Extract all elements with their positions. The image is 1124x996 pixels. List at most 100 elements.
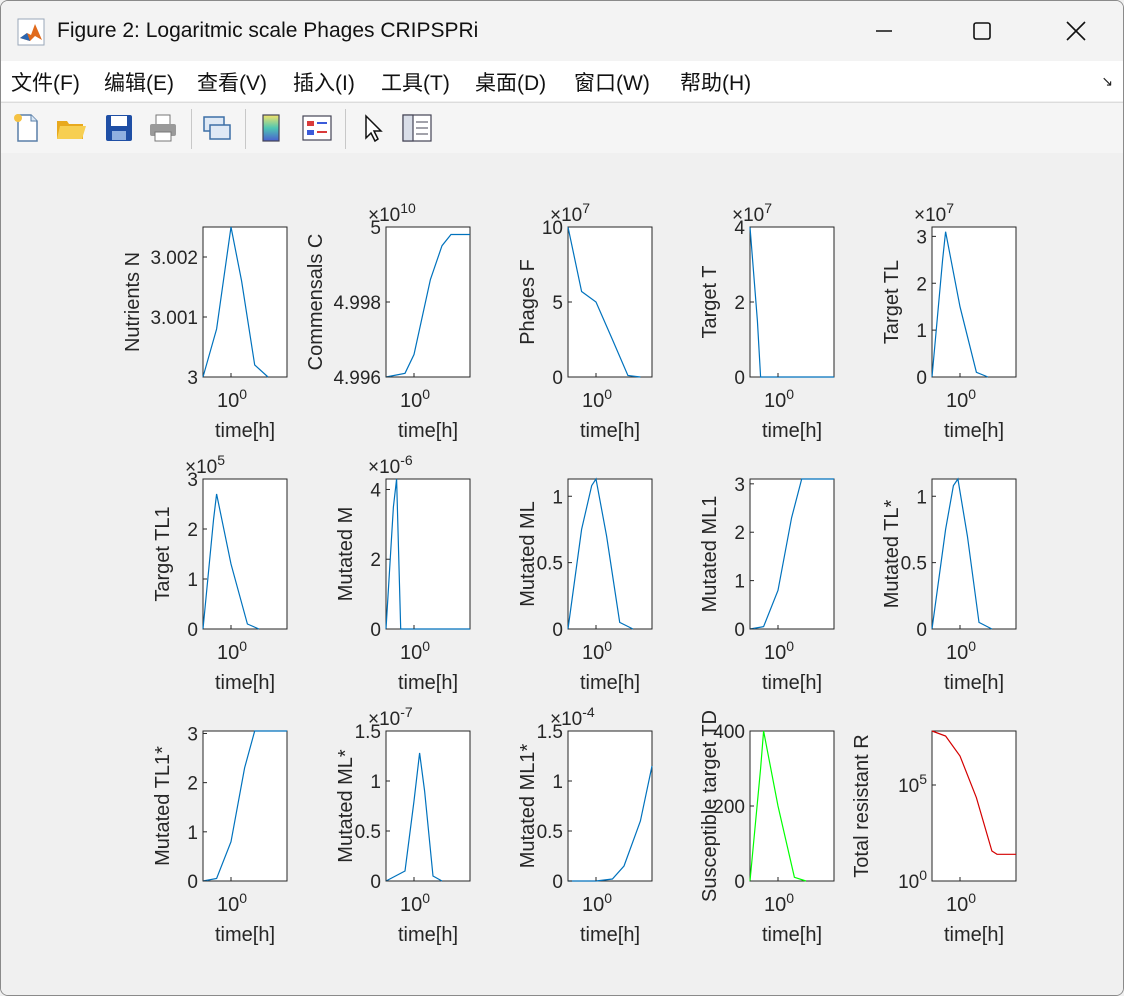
subplot-13: 100 0 0.5 1 1.5×10-4 time[h] Mutated ML1* (517, 704, 653, 946)
property-editor-icon[interactable] (401, 112, 433, 144)
y-tick-label: 0 (734, 620, 745, 641)
toolbar-separator (191, 109, 192, 149)
y-tick-label: 1.5 (537, 722, 563, 743)
y-axis-label: Target TL1 (152, 506, 174, 601)
legend-icon[interactable] (301, 112, 333, 144)
axis-exponent: ×107 (732, 200, 772, 226)
y-axis-label: Nutrients N (122, 252, 144, 352)
x-tick-label: 100 (400, 386, 430, 412)
x-axis-label: time[h] (215, 924, 275, 946)
subplot-7: 100 0 2 4×10-6 time[h] Mutated M (335, 452, 471, 694)
axes-box (567, 730, 653, 882)
minimize-icon (876, 30, 892, 32)
y-axis-label: Mutated ML1* (517, 744, 539, 869)
minimize-button[interactable] (861, 11, 907, 51)
y-tick-label: 0.5 (355, 822, 381, 843)
y-tick-label: 1 (916, 321, 927, 342)
pointer-icon[interactable] (357, 112, 389, 144)
y-axis-label: Mutated ML (517, 501, 539, 607)
colorbar-icon[interactable] (255, 112, 287, 144)
y-tick-label: 2 (187, 520, 198, 541)
y-tick-label: 3 (734, 475, 745, 496)
subplot-8: 100 0 0.5 1 time[h] Mutated ML (517, 477, 653, 694)
y-tick-label: 1 (552, 772, 563, 793)
x-tick-label: 100 (400, 638, 430, 664)
axis-exponent: ×105 (185, 452, 225, 478)
x-axis-label: time[h] (580, 924, 640, 946)
title-bar[interactable]: Figure 2: Logaritmic scale Phages CRIPSP… (1, 1, 1123, 61)
y-tick-label: 0 (734, 872, 745, 893)
series-line (568, 765, 653, 882)
x-tick-label: 100 (400, 890, 430, 916)
y-tick-label: 0 (734, 368, 745, 389)
y-tick-label: 4.998 (333, 293, 381, 314)
save-icon[interactable] (103, 112, 135, 144)
x-axis-label: time[h] (944, 420, 1004, 442)
axes-box (385, 226, 471, 378)
series-line (567, 226, 641, 378)
menu-window[interactable]: 窗口(W) (574, 72, 650, 95)
y-tick-label: 10 (542, 218, 563, 239)
y-tick-label: 0 (187, 872, 198, 893)
link-plot-icon[interactable] (201, 112, 233, 144)
x-tick-label: 100 (217, 638, 247, 664)
x-axis-label: time[h] (398, 672, 458, 694)
y-tick-label: 2 (916, 274, 927, 295)
menu-view[interactable]: 查看(V) (197, 72, 267, 95)
toolbar (1, 102, 1123, 154)
dock-arrow-icon[interactable]: ↘ (1101, 73, 1113, 89)
menu-desktop[interactable]: 桌面(D) (475, 72, 547, 95)
y-tick-label: 100 (898, 867, 927, 893)
close-button[interactable] (1053, 11, 1099, 51)
subplot-10: 100 0 0.5 1 time[h] Mutated TL* (881, 477, 1017, 694)
open-folder-icon[interactable] (55, 112, 87, 144)
axes-box (931, 730, 1017, 882)
axes-box (202, 730, 288, 882)
subplot-6: 100 0 1 2 3×105 time[h] Target TL1 (152, 452, 288, 694)
x-axis-label: time[h] (762, 420, 822, 442)
axis-exponent: ×10-4 (550, 704, 595, 730)
series-line (749, 730, 807, 882)
y-tick-label: 3.001 (150, 308, 198, 329)
menu-insert[interactable]: 插入(I) (293, 72, 355, 95)
y-tick-label: 0.5 (901, 554, 927, 575)
x-tick-label: 100 (217, 890, 247, 916)
y-tick-label: 3.002 (150, 248, 198, 269)
axes-box (749, 226, 835, 378)
y-axis-label: Total resistant R (851, 734, 873, 877)
menu-help[interactable]: 帮助(H) (680, 72, 752, 95)
y-tick-label: 1 (916, 487, 927, 508)
subplot-14: 100 0 200 400 time[h] Susceptible target TD (699, 710, 835, 946)
x-tick-label: 100 (764, 638, 794, 664)
y-tick-label: 1 (734, 572, 745, 593)
x-tick-label: 100 (582, 386, 612, 412)
axes-box (567, 478, 653, 630)
y-tick-label: 1 (187, 823, 198, 844)
y-tick-label: 0 (552, 620, 563, 641)
matlab-logo-icon (17, 18, 45, 46)
y-tick-label: 2 (734, 523, 745, 544)
y-tick-label: 3 (187, 724, 198, 745)
x-axis-label: time[h] (580, 420, 640, 442)
y-tick-label: 1 (370, 772, 381, 793)
y-tick-label: 200 (713, 797, 745, 818)
x-axis-label: time[h] (944, 672, 1004, 694)
series-line (749, 226, 834, 378)
new-figure-icon[interactable] (11, 112, 43, 144)
subplot-12: 100 0 0.5 1 1.5×10-7 time[h] Mutated ML* (335, 704, 471, 946)
menu-file[interactable]: 文件(F) (11, 72, 80, 95)
print-icon[interactable] (147, 112, 179, 144)
menu-edit[interactable]: 编辑(E) (104, 72, 174, 95)
series-line (931, 231, 989, 378)
y-tick-label: 0 (552, 872, 563, 893)
axis-exponent: ×10-7 (368, 704, 413, 730)
axes-box (567, 226, 653, 378)
x-tick-label: 100 (582, 638, 612, 664)
maximize-button[interactable] (959, 11, 1005, 51)
x-axis-label: time[h] (944, 924, 1004, 946)
menu-tools[interactable]: 工具(T) (381, 72, 450, 95)
toolbar-separator (245, 109, 246, 149)
y-tick-label: 3 (187, 368, 198, 389)
